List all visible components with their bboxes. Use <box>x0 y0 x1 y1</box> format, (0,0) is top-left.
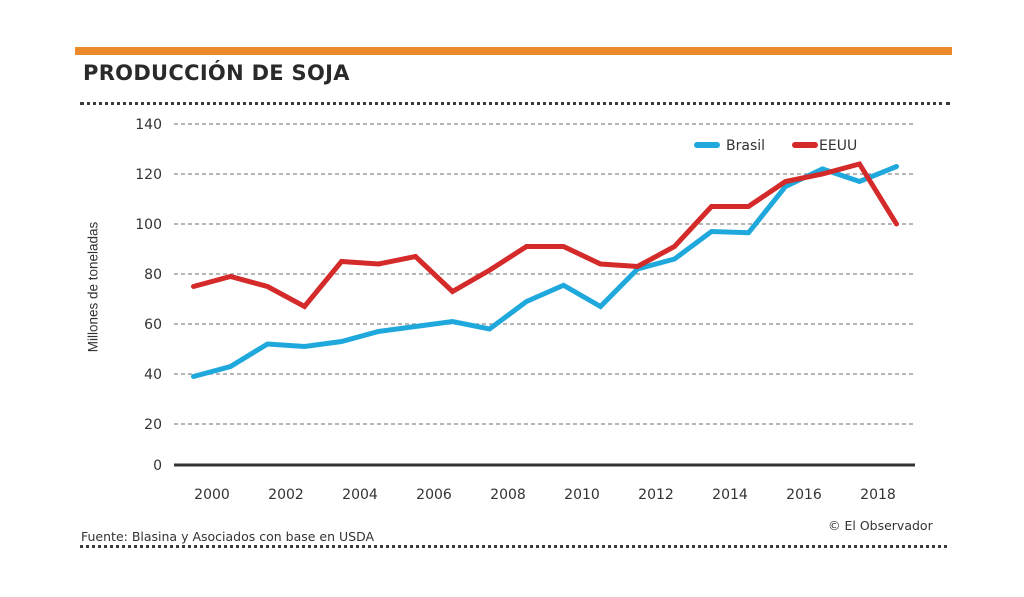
y-tick-label: 20 <box>144 417 162 433</box>
x-tick-label: 2004 <box>342 487 378 503</box>
x-tick-label: 2018 <box>860 487 896 503</box>
y-tick-labels: 0 20 40 60 80 100 120 140 <box>135 117 162 474</box>
x-tick-label: 2008 <box>490 487 526 503</box>
legend: Brasil EEUU <box>694 138 857 154</box>
chart-title: PRODUCCIÓN DE SOJA <box>83 61 350 85</box>
x-tick-label: 2006 <box>416 487 452 503</box>
x-tick-label: 2000 <box>194 487 230 503</box>
x-tick-label: 2016 <box>786 487 822 503</box>
gridlines <box>174 123 915 425</box>
accent-bar <box>75 47 952 55</box>
x-tick-label: 2010 <box>564 487 600 503</box>
copyright-credit: © El Observador <box>828 518 933 533</box>
source-note: Fuente: Blasina y Asociados con base en … <box>81 529 375 544</box>
top-divider <box>80 102 950 105</box>
y-tick-label: 40 <box>144 367 162 383</box>
y-tick-label: 140 <box>135 117 162 133</box>
y-tick-label: 100 <box>135 217 162 233</box>
y-tick-label: 120 <box>135 167 162 183</box>
y-tick-label: 60 <box>144 317 162 333</box>
legend-label-brasil: Brasil <box>726 138 765 154</box>
x-tick-label: 2014 <box>712 487 748 503</box>
x-tick-label: 2002 <box>268 487 304 503</box>
bottom-divider <box>80 545 947 548</box>
series-lines <box>191 161 899 379</box>
legend-label-eeuu: EEUU <box>819 138 857 154</box>
y-tick-label: 80 <box>144 267 162 283</box>
x-tick-labels: 2000 2002 2004 2006 2008 2010 2012 2014 2016 2018 <box>194 487 896 503</box>
x-tick-label: 2012 <box>638 487 674 503</box>
series-line-brasil <box>191 164 899 379</box>
series-line-eeuu <box>191 161 899 310</box>
y-tick-label: 0 <box>153 458 162 474</box>
